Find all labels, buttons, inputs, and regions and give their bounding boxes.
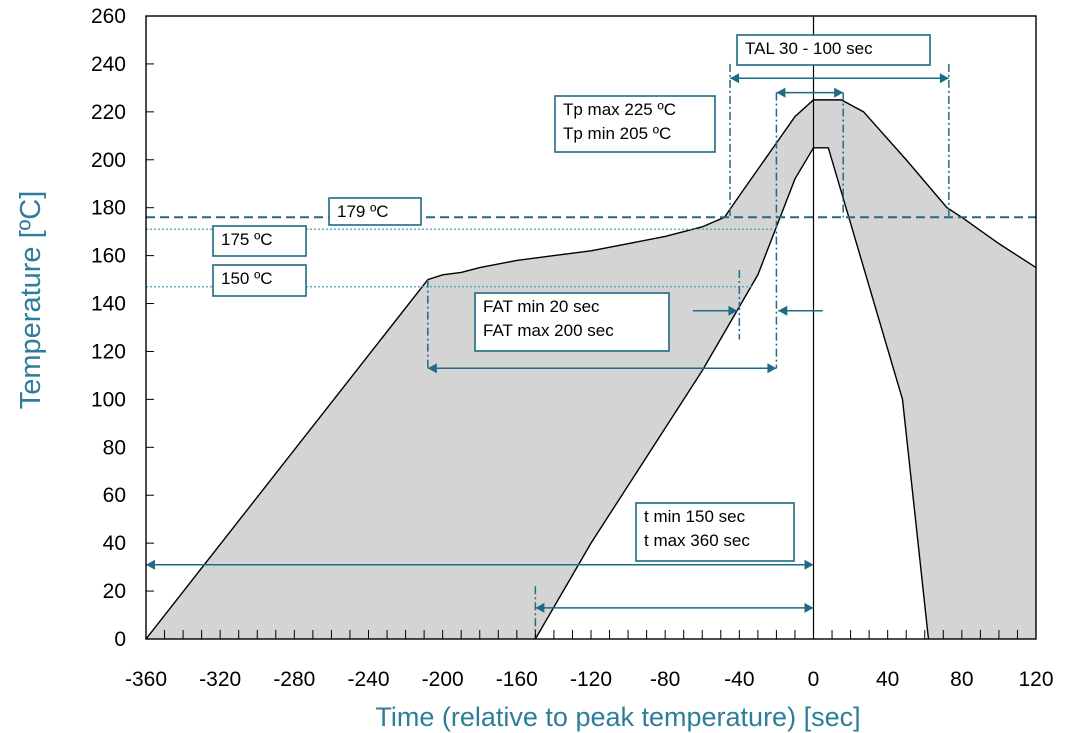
fat-box-text: FAT min 20 sec — [483, 297, 600, 316]
tal-box-text: TAL 30 - 100 sec — [745, 39, 873, 58]
label-179-box-text: 179 ºC — [337, 202, 389, 221]
tp-box-text: Tp min 205 ºC — [563, 124, 671, 143]
y-tick-label: 200 — [91, 149, 126, 172]
lower-bound-line — [534, 147, 930, 639]
x-tick-label: -40 — [724, 668, 754, 691]
t-box-text: t max 360 sec — [644, 531, 750, 550]
y-tick-label: 140 — [91, 293, 126, 316]
t-box-text: t min 150 sec — [644, 507, 746, 526]
y-tick-label: 80 — [103, 436, 126, 459]
label-175-box-text: 175 ºC — [221, 230, 273, 249]
label-150-box-text: 150 ºC — [221, 269, 273, 288]
tp-box-text: Tp max 225 ºC — [563, 100, 676, 119]
fat-min-arrow-left — [778, 305, 823, 316]
x-tick-label: 0 — [808, 668, 820, 691]
y-tick-label: 220 — [91, 101, 126, 124]
label-179-box: 179 ºC — [328, 197, 422, 226]
t-min-arrow — [535, 602, 814, 613]
x-tick-label: -160 — [496, 668, 538, 691]
x-tick-label: -280 — [273, 668, 315, 691]
y-tick-label: 100 — [91, 388, 126, 411]
x-tick-label: 120 — [1018, 668, 1053, 691]
label-175-box: 175 ºC — [212, 225, 307, 257]
x-tick-label: 40 — [876, 668, 899, 691]
fat-min-arrow-right — [692, 305, 738, 316]
fat-arrow — [427, 363, 777, 374]
plot-area — [146, 99, 1036, 639]
x-tick-label: 80 — [950, 668, 973, 691]
tp-box: Tp max 225 ºC Tp min 205 ºC — [554, 95, 716, 153]
tal-arrow — [730, 73, 949, 84]
x-tick-label: -120 — [570, 668, 612, 691]
process-window-area — [146, 99, 1036, 639]
y-tick-label: 0 — [114, 628, 126, 651]
label-150-box: 150 ºC — [212, 264, 307, 297]
x-axis-title: Time (relative to peak temperature) [sec… — [375, 702, 860, 732]
x-tick-label: -360 — [125, 668, 167, 691]
t-box: t min 150 sec t max 360 sec — [635, 502, 795, 562]
y-tick-label: 60 — [103, 484, 126, 507]
y-tick-label: 180 — [91, 197, 126, 220]
x-tick-label: -320 — [199, 668, 241, 691]
y-tick-label: 260 — [91, 5, 126, 28]
y-tick-label: 40 — [103, 532, 126, 555]
tp-arrow — [776, 87, 844, 98]
y-tick-label: 20 — [103, 580, 126, 603]
t-max-arrow — [146, 559, 814, 570]
y-tick-label: 160 — [91, 245, 126, 268]
annotations — [146, 16, 1036, 639]
annotation-boxes: TAL 30 - 100 sec Tp max 225 ºC Tp min 205 … — [212, 34, 931, 562]
x-tick-label: -240 — [347, 668, 389, 691]
y-tick-label: 240 — [91, 53, 126, 76]
x-tick-label: -200 — [422, 668, 464, 691]
fat-box-text: FAT max 200 sec — [483, 321, 614, 340]
y-tick-label: 120 — [91, 340, 126, 363]
x-tick-label: -80 — [650, 668, 680, 691]
y-axis-title: Temperature [ºC] — [15, 191, 47, 410]
axes: -360 -320 -280 -240 -200 -160 -120 -80 -40 0 40 80 1… — [91, 5, 1054, 691]
tal-box: TAL 30 - 100 sec — [736, 34, 931, 66]
fat-box: FAT min 20 sec FAT max 200 sec — [474, 292, 670, 352]
